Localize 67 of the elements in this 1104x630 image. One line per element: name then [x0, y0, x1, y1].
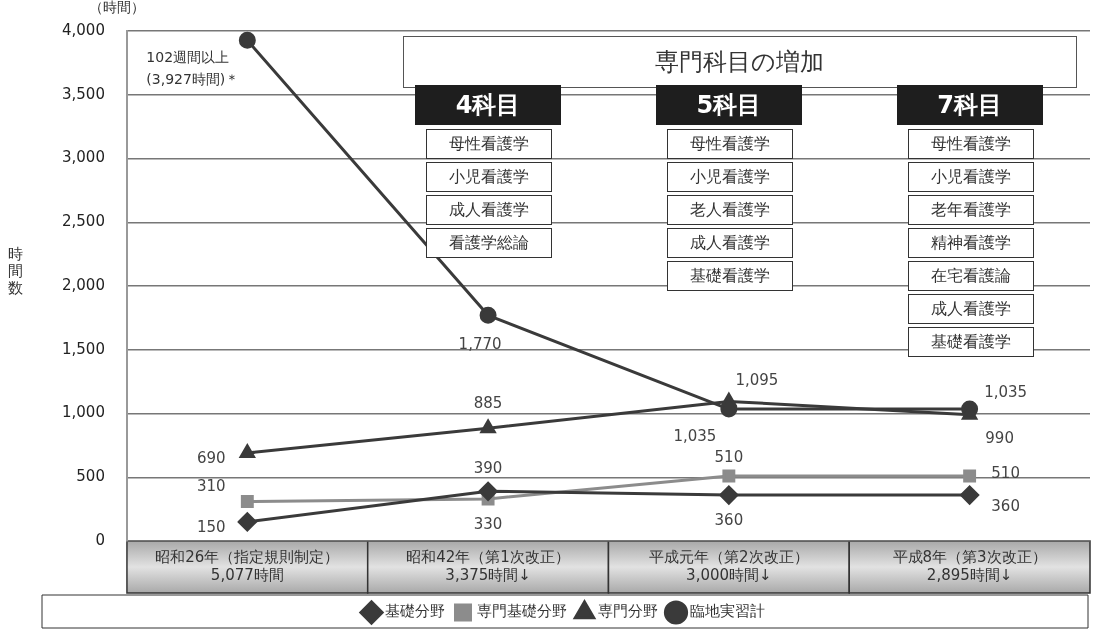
data-label: 1,035	[984, 382, 1028, 401]
point	[719, 485, 739, 505]
label-box: 母性看護学	[907, 129, 1034, 159]
legend-label: 基礎分野	[385, 602, 445, 621]
label-box: 基礎看護学	[907, 327, 1034, 357]
y-tick-label: 2,500	[61, 212, 105, 231]
point	[237, 512, 257, 532]
data-label: 310	[197, 477, 226, 496]
point	[238, 31, 256, 49]
label-box: 4科目	[415, 85, 562, 125]
point	[239, 444, 255, 459]
label-box: 看護学総論	[426, 228, 553, 258]
label-box: 成人看護学	[907, 294, 1034, 324]
label-box: 小児看護学	[426, 162, 553, 192]
label-box: 成人看護学	[666, 228, 793, 258]
x-tick-label: 平成元年（第2次改正） 3,000時間↓	[649, 547, 809, 584]
point	[478, 481, 498, 501]
y-tick-label: 3,000	[61, 148, 105, 167]
x-tick-label: 昭和26年（指定規則制定） 5,077時間	[155, 547, 340, 584]
label-box: 在宅看護論	[907, 261, 1034, 291]
legend-label: 専門基礎分野	[476, 602, 567, 621]
y-tick-label: 500	[76, 467, 105, 486]
point	[240, 495, 254, 508]
data-label: 510	[991, 463, 1020, 482]
data-label: 150	[197, 517, 226, 536]
data-label: 330	[473, 514, 503, 533]
data-label: 885	[473, 394, 503, 413]
label-box: 母性看護学	[666, 129, 793, 159]
text: （時間）	[88, 0, 145, 17]
y-tick-label: 0	[95, 530, 105, 549]
y-tick-label: 4,000	[61, 20, 105, 39]
point	[479, 306, 497, 324]
label-box: 5科目	[655, 85, 802, 125]
data-label: 360	[714, 510, 744, 529]
y-tick-label: 2,000	[61, 275, 105, 294]
point	[480, 419, 496, 434]
data-label: 390	[473, 459, 503, 478]
data-label: 360	[991, 496, 1020, 515]
label-box: 母性看護学	[426, 129, 553, 159]
y-tick-label: 3,500	[61, 84, 105, 103]
label-box: 老人看護学	[666, 195, 793, 225]
annotation: 102週間以上 (3,927時間)＊	[146, 48, 240, 90]
label-box: 基礎看護学	[666, 261, 793, 291]
y-tick-label: 1,000	[61, 403, 105, 422]
point	[960, 485, 980, 505]
point	[722, 469, 736, 483]
label-box: 小児看護学	[666, 162, 793, 192]
legend-label: 臨地実習計	[689, 602, 765, 621]
label-box: 成人看護学	[426, 195, 553, 225]
data-label: 990	[985, 428, 1014, 447]
label-box: 老年看護学	[907, 195, 1034, 225]
point	[721, 392, 737, 407]
label-box: 7科目	[896, 85, 1043, 125]
x-tick-label: 昭和42年（第1次改正） 3,375時間↓	[406, 547, 570, 584]
legend-label: 専門分野	[598, 602, 658, 621]
label-box: 精神看護学	[907, 228, 1034, 258]
data-label: 1,770	[458, 335, 502, 354]
x-tick-label: 平成8年（第3次改正） 2,895時間↓	[892, 547, 1047, 584]
data-label: 510	[714, 447, 744, 466]
data-label: 1,035	[673, 426, 717, 445]
y-axis-title: 時間数	[8, 245, 23, 297]
data-label: 1,095	[735, 371, 779, 390]
label-box: 小児看護学	[907, 162, 1034, 192]
heading-box: 専門科目の増加	[403, 36, 1077, 88]
point	[963, 469, 977, 483]
y-tick-label: 1,500	[61, 339, 105, 358]
data-label: 690	[197, 448, 226, 467]
